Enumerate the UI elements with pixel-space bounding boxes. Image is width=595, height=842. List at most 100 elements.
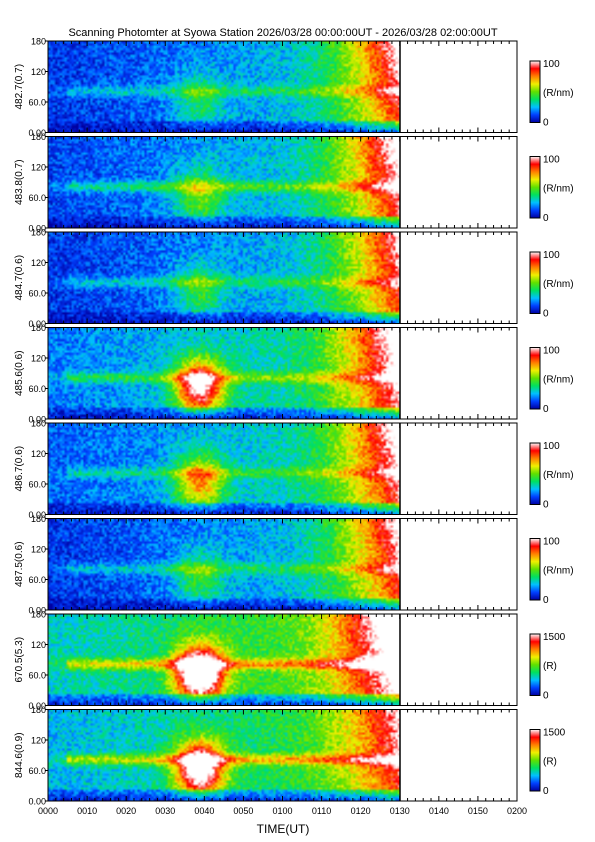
y-tick-label: 180	[31, 228, 46, 238]
colorbar-max-label: 1500	[543, 728, 566, 739]
colorbar-unit-label: (R/nm)	[543, 183, 574, 194]
y-tick-label: 0.00	[28, 224, 46, 234]
panel-label: 485.6(0.6)	[14, 350, 25, 396]
y-tick-label: 60.0	[28, 575, 46, 585]
panel-heatmap	[48, 232, 400, 324]
x-tick-label: 0110	[312, 806, 331, 816]
panel-8: 0.00 60.0 120 180 844.6(0.9) 1500 0 (R)	[14, 705, 566, 807]
x-axis: 0000 0010 0020 0030 0040 0050 0100 0110 0120 0130…	[38, 806, 527, 816]
colorbar-min-label: 0	[543, 691, 549, 702]
x-tick-label: 0150	[468, 806, 488, 816]
x-tick-label: 0040	[194, 806, 214, 816]
x-tick-label: 0100	[272, 806, 292, 816]
panel-5: 0.00 60.0 120 180 486.7(0.6) 100 0 (R/nm)	[14, 419, 574, 521]
colorbar	[529, 251, 541, 314]
panel-7: 0.00 60.0 120 180 670.5(5.3) 1500 0 (R)	[14, 610, 566, 712]
colorbar-min-label: 0	[543, 213, 549, 224]
panel-label: 483.8(0.7)	[14, 159, 25, 205]
panel-6: 0.00 60.0 120 180 487.5(0.6) 100 0 (R/nm)	[14, 514, 574, 616]
panel-heatmap	[48, 136, 400, 228]
colorbar-max-label: 1500	[543, 632, 566, 643]
panel-heatmap	[48, 614, 400, 706]
x-tick-label: 0130	[390, 806, 410, 816]
colorbar-min-label: 0	[543, 404, 549, 415]
colorbar	[529, 60, 541, 123]
panel-heatmap	[48, 709, 400, 801]
y-tick-label: 180	[31, 37, 46, 47]
panel-heatmap	[48, 518, 400, 610]
y-tick-label: 0.00	[28, 128, 46, 138]
colorbar	[529, 156, 541, 219]
colorbar	[529, 442, 541, 505]
y-tick-label: 60.0	[28, 766, 46, 776]
colorbar-min-label: 0	[543, 309, 549, 320]
panel-4: 0.00 60.0 120 180 485.6(0.6) 100 0 (R/nm)	[14, 323, 574, 425]
y-tick-label: 180	[31, 132, 46, 142]
y-tick-label: 60.0	[28, 480, 46, 490]
y-tick-label: 180	[31, 705, 46, 715]
y-tick-label: 180	[31, 323, 46, 333]
y-tick-label: 120	[31, 67, 46, 77]
colorbar	[529, 729, 541, 792]
colorbar-max-label: 100	[543, 346, 560, 357]
colorbar-min-label: 0	[543, 500, 549, 511]
x-tick-label: 0050	[233, 806, 253, 816]
y-tick-label: 60.0	[28, 671, 46, 681]
y-tick-label: 180	[31, 610, 46, 620]
y-tick-label: 120	[31, 640, 46, 650]
y-tick-label: 120	[31, 449, 46, 459]
panel-1: 0.00 60.0 120 180 482.7(0.7) 100 0 (R/nm)	[14, 37, 574, 139]
x-tick-label: 0200	[507, 806, 527, 816]
y-tick-label: 120	[31, 545, 46, 555]
y-tick-label: 120	[31, 354, 46, 364]
y-tick-label: 0.00	[28, 606, 46, 616]
colorbar-unit-label: (R/nm)	[543, 470, 574, 481]
colorbar-unit-label: (R/nm)	[543, 565, 574, 576]
colorbar-unit-label: (R)	[543, 661, 557, 672]
colorbar	[529, 347, 541, 410]
panel-heatmap	[48, 423, 400, 515]
panel-label: 484.7(0.6)	[14, 255, 25, 301]
y-tick-label: 60.0	[28, 98, 46, 108]
y-tick-label: 0.00	[28, 510, 46, 520]
y-tick-label: 0.00	[28, 319, 46, 329]
panels: 0.00 60.0 120 180 482.7(0.7) 100 0 (R/nm) 0.00 60…	[14, 37, 574, 807]
colorbar	[529, 538, 541, 601]
colorbar-min-label: 0	[543, 118, 549, 129]
panel-label: 844.6(0.9)	[14, 732, 25, 778]
y-tick-label: 0.00	[28, 701, 46, 711]
y-tick-label: 60.0	[28, 289, 46, 299]
colorbar-unit-label: (R/nm)	[543, 374, 574, 385]
x-tick-label: 0140	[429, 806, 449, 816]
y-tick-label: 180	[31, 514, 46, 524]
panel-label: 487.5(0.6)	[14, 541, 25, 587]
colorbar-max-label: 100	[543, 537, 560, 548]
y-tick-label: 120	[31, 258, 46, 268]
panel-label: 486.7(0.6)	[14, 446, 25, 492]
y-tick-label: 60.0	[28, 384, 46, 394]
x-tick-label: 0020	[116, 806, 136, 816]
panel-2: 0.00 60.0 120 180 483.8(0.7) 100 0 (R/nm)	[14, 132, 574, 234]
panel-3: 0.00 60.0 120 180 484.7(0.6) 100 0 (R/nm)	[14, 228, 574, 330]
colorbar-max-label: 100	[543, 155, 560, 166]
colorbar	[529, 633, 541, 696]
panel-label: 670.5(5.3)	[14, 637, 25, 683]
colorbar-unit-label: (R)	[543, 756, 557, 767]
colorbar-max-label: 100	[543, 441, 560, 452]
y-tick-label: 0.00	[28, 415, 46, 425]
y-tick-label: 0.00	[28, 797, 46, 807]
colorbar-min-label: 0	[543, 595, 549, 606]
x-tick-label: 0000	[38, 806, 58, 816]
panel-heatmap	[48, 41, 400, 133]
colorbar-max-label: 100	[543, 250, 560, 261]
x-tick-label: 0120	[351, 806, 371, 816]
colorbar-unit-label: (R/nm)	[543, 88, 574, 99]
colorbar-min-label: 0	[543, 786, 549, 797]
x-axis-label: TIME(UT)	[257, 822, 310, 836]
y-tick-label: 180	[31, 419, 46, 429]
panel-heatmap	[48, 327, 400, 419]
figure-title: Scanning Photomter at Syowa Station 2026…	[68, 27, 497, 39]
y-tick-label: 60.0	[28, 193, 46, 203]
panel-label: 482.7(0.7)	[14, 64, 25, 110]
